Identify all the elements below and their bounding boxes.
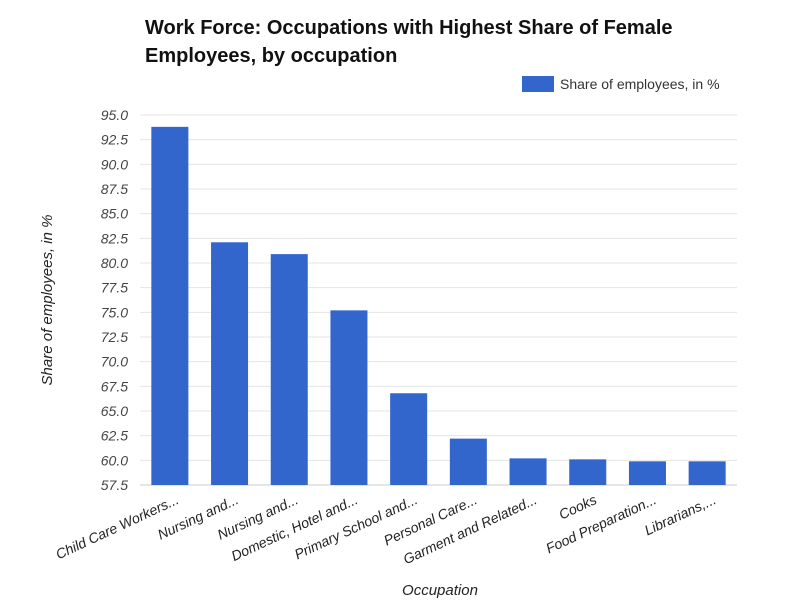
- bar: [688, 461, 726, 485]
- y-tick-label: 72.5: [101, 329, 128, 345]
- x-axis-title: Occupation: [402, 582, 478, 599]
- bars: [151, 126, 726, 485]
- chart-title: Work Force: Occupations with Highest Sha…: [145, 17, 673, 67]
- y-tick-label: 80.0: [101, 255, 128, 271]
- y-tick-label: 85.0: [101, 206, 128, 222]
- y-tick-label: 67.5: [101, 378, 128, 394]
- y-tick-label: 82.5: [101, 230, 128, 246]
- bar: [569, 459, 607, 485]
- bar: [449, 438, 487, 485]
- bar: [390, 393, 428, 485]
- bar: [270, 254, 308, 485]
- y-tick-label: 95.0: [101, 107, 128, 123]
- bar: [628, 461, 666, 485]
- legend: Share of employees, in %: [522, 76, 720, 92]
- y-tick-label: 70.0: [101, 354, 128, 370]
- y-tick-label: 90.0: [101, 156, 128, 172]
- y-tick-label: 75.0: [101, 304, 128, 320]
- x-axis-ticks: Child Care Workers...Nursing and...Nursi…: [53, 491, 718, 567]
- y-tick-label: 92.5: [101, 132, 128, 148]
- y-tick-label: 60.0: [101, 452, 128, 468]
- y-tick-label: 87.5: [101, 181, 128, 197]
- bar: [509, 458, 547, 485]
- y-tick-label: 77.5: [101, 280, 128, 296]
- y-tick-label: 65.0: [101, 403, 128, 419]
- bar: [330, 310, 368, 485]
- legend-label: Share of employees, in %: [560, 76, 720, 92]
- y-axis-title: Share of employees, in %: [39, 215, 56, 386]
- y-axis-ticks: 57.5 60.0 62.5 65.0 67.5 70.0 72.5 75.0 77.5 80.0…: [101, 107, 128, 493]
- x-tick-label: Cooks: [556, 491, 599, 522]
- y-tick-label: 57.5: [101, 477, 128, 493]
- bar: [151, 126, 189, 485]
- legend-swatch: [522, 76, 554, 92]
- y-tick-label: 62.5: [101, 428, 128, 444]
- bar: [211, 242, 249, 485]
